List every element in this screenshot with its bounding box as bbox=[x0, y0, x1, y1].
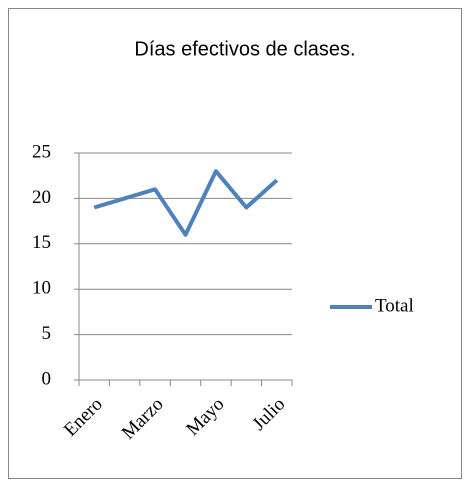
legend-label: Total bbox=[375, 295, 414, 316]
y-tick-label: 15 bbox=[32, 232, 51, 253]
y-tick-label: 5 bbox=[42, 323, 52, 344]
y-tick-label: 20 bbox=[32, 187, 51, 208]
y-tick-label: 10 bbox=[32, 278, 51, 299]
chart-title: Días efectivos de clases. bbox=[134, 38, 355, 60]
y-tick-label: 0 bbox=[42, 368, 52, 389]
y-tick-label: 25 bbox=[32, 141, 51, 162]
data-line bbox=[93, 169, 279, 237]
